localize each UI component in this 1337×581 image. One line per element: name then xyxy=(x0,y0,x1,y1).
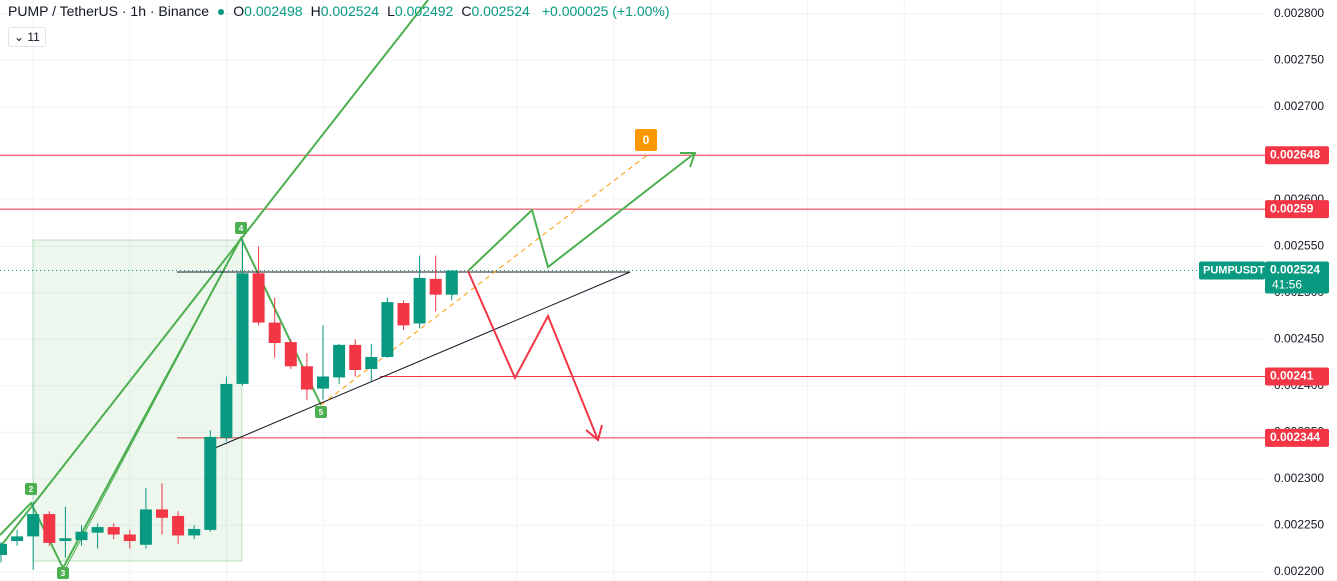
candle-body xyxy=(156,509,168,518)
trend-line xyxy=(0,0,429,548)
ohlc-item: L0.002492 xyxy=(387,3,457,19)
marker xyxy=(235,222,247,234)
y-tick-label: 0.002700 xyxy=(1274,99,1324,113)
legend: PUMP / TetherUS · 1h · Binance ● O0.0024… xyxy=(8,3,674,19)
marker xyxy=(635,129,657,151)
countdown: 41:56 xyxy=(1272,278,1302,292)
status-dot: ● xyxy=(216,3,226,19)
symbol-tag xyxy=(1199,261,1265,280)
marker xyxy=(57,567,69,579)
indicators-toggle[interactable]: ⌄ 11 xyxy=(8,27,46,47)
level-label-bg xyxy=(1265,367,1329,386)
level-label-bg xyxy=(1265,428,1329,447)
marker-label: 0 xyxy=(643,133,650,147)
bull-path xyxy=(467,152,696,272)
candle-body xyxy=(172,515,185,536)
drawings xyxy=(0,0,697,574)
candle-body xyxy=(188,528,201,536)
candle-body xyxy=(365,356,378,370)
candle-body xyxy=(284,342,297,367)
y-tick-label: 0.002550 xyxy=(1274,239,1324,253)
change: +0.000025 (+1.00%) xyxy=(541,3,670,19)
candle-body xyxy=(27,514,40,537)
marker-label: 3 xyxy=(61,569,66,578)
marker-label: 5 xyxy=(319,408,324,417)
candle-body xyxy=(268,322,281,344)
bear-path xyxy=(467,270,599,441)
y-tick-label: 0.002750 xyxy=(1274,53,1324,67)
candle-body xyxy=(300,366,313,390)
marker xyxy=(25,483,37,495)
marker-label: 2 xyxy=(29,485,34,494)
candle-body xyxy=(139,509,152,545)
candle-body xyxy=(236,273,249,384)
ohlc-item: H0.002524 xyxy=(311,3,384,19)
candle-body xyxy=(252,273,265,323)
ohlc-item: C0.002524 xyxy=(461,3,534,19)
marker-label: 4 xyxy=(239,224,244,233)
candle-body xyxy=(445,270,458,295)
candle-body xyxy=(75,531,88,541)
support-line xyxy=(214,271,631,449)
last-price-tag xyxy=(1265,261,1329,294)
level-label: 0.002344 xyxy=(1270,430,1320,444)
y-tick-label: 0.002800 xyxy=(1274,6,1324,20)
level-label-bg xyxy=(1265,200,1329,219)
y-tick-label: 0.002300 xyxy=(1274,471,1324,485)
ohlc-key: H xyxy=(310,3,321,19)
ohlc-value: 0.002492 xyxy=(394,3,454,19)
projection-line xyxy=(320,152,651,406)
ohlc-key: O xyxy=(233,3,245,19)
candle-body xyxy=(317,376,329,389)
candle-body xyxy=(413,277,426,324)
ohlc-item: O0.002498 xyxy=(233,3,306,19)
level-label: 0.00241 xyxy=(1270,369,1314,383)
ohlc: O0.002498 H0.002524 L0.002492 C0.002524 xyxy=(233,3,538,19)
candle-body xyxy=(204,436,217,530)
last-price-label: 0.002524 xyxy=(1270,263,1320,277)
candle-body xyxy=(349,344,362,370)
ohlc-value: 0.002524 xyxy=(471,3,530,19)
level-label: 0.00259 xyxy=(1270,201,1314,215)
indicator-count: 11 xyxy=(27,30,40,44)
candle-body xyxy=(123,534,136,542)
level-label-bg xyxy=(1265,146,1329,165)
candle-body xyxy=(91,527,104,533)
symbol-label: PUMPUSDT xyxy=(1203,264,1265,276)
candle-body xyxy=(11,536,24,542)
candle-body xyxy=(429,278,442,295)
y-tick-label: 0.002450 xyxy=(1274,331,1324,345)
y-tick-label: 0.002200 xyxy=(1274,564,1324,578)
candle-body xyxy=(107,527,120,535)
arrow-head xyxy=(680,152,697,168)
symbol: PUMP / TetherUS · 1h · Binance xyxy=(8,3,210,19)
arrow-head xyxy=(585,424,603,442)
y-tick-label: 0.002250 xyxy=(1274,517,1324,531)
candle-body xyxy=(381,302,394,357)
ohlc-key: L xyxy=(387,3,395,19)
candle-body xyxy=(59,538,72,542)
candle-body xyxy=(0,543,7,555)
candle-body xyxy=(220,383,233,438)
level-label: 0.002648 xyxy=(1270,147,1320,161)
marker xyxy=(315,406,327,418)
ohlc-value: 0.002524 xyxy=(320,3,380,19)
ohlc-value: 0.002498 xyxy=(244,3,303,19)
ohlc-key: C xyxy=(461,3,472,19)
candle-body xyxy=(43,514,56,543)
candle-body xyxy=(397,303,410,326)
candle-body xyxy=(333,344,346,378)
